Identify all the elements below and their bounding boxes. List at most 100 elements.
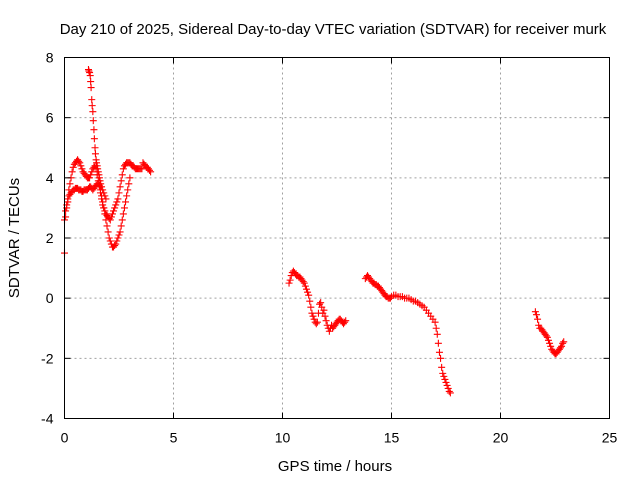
data-point	[95, 174, 103, 182]
data-point	[68, 168, 76, 176]
data-point	[64, 195, 72, 203]
data-point	[320, 306, 328, 314]
data-point	[112, 240, 120, 248]
y-tick-label: 2	[46, 230, 54, 246]
x-axis-label: GPS time / hours	[278, 458, 392, 475]
data-point	[114, 195, 122, 203]
data-point	[312, 320, 320, 328]
data-point	[542, 332, 550, 340]
data-point	[559, 339, 567, 347]
data-point	[88, 102, 96, 110]
data-point	[86, 174, 94, 182]
data-point	[325, 327, 333, 335]
data-point	[94, 165, 102, 173]
data-point	[85, 67, 93, 75]
data-point	[62, 207, 70, 215]
data-point	[66, 180, 74, 188]
y-tick-label: -4	[41, 411, 54, 427]
data-point	[114, 234, 122, 242]
data-point	[305, 291, 313, 299]
data-point	[102, 216, 110, 224]
data-point	[147, 168, 155, 176]
data-point	[113, 237, 121, 245]
data-point	[543, 333, 551, 341]
data-point	[87, 171, 95, 179]
data-point	[556, 344, 564, 352]
data-point	[306, 297, 314, 305]
data-point	[434, 339, 442, 347]
chart-title: Day 210 of 2025, Sidereal Day-to-day VTE…	[60, 21, 607, 38]
data-point	[126, 174, 134, 182]
data-point	[76, 159, 84, 167]
data-point	[86, 69, 94, 77]
data-point	[342, 317, 350, 325]
data-point	[124, 186, 132, 194]
data-point	[104, 228, 112, 236]
data-point	[322, 317, 330, 325]
data-point	[93, 159, 101, 167]
data-point	[87, 78, 95, 86]
data-point	[88, 96, 96, 104]
x-tick-label: 20	[493, 430, 509, 446]
data-point	[117, 222, 125, 230]
data-point	[123, 192, 131, 200]
data-point	[86, 72, 94, 80]
data-point	[122, 198, 130, 206]
data-point	[99, 186, 107, 194]
data-point	[437, 354, 445, 362]
data-point	[443, 381, 451, 389]
axis-ticks: 0 5 10 15 20 25 -4 -2 0 2 4 6 8	[41, 50, 617, 446]
data-point	[138, 165, 146, 173]
data-point	[439, 369, 447, 377]
data-point	[111, 242, 119, 250]
data-point	[445, 387, 453, 395]
data-point	[105, 234, 113, 242]
data-point	[119, 165, 127, 173]
data-point	[310, 315, 318, 323]
data-point	[285, 279, 293, 287]
y-tick-label: 6	[46, 110, 54, 126]
data-point	[433, 330, 441, 338]
data-point	[317, 299, 325, 307]
data-point	[100, 204, 108, 212]
data-point	[91, 150, 99, 158]
data-point	[546, 339, 554, 347]
series-segment-21-23h	[531, 308, 568, 358]
data-point	[438, 363, 446, 371]
data-point	[432, 324, 440, 332]
data-point	[113, 198, 121, 206]
y-tick-label: 8	[46, 50, 54, 66]
x-tick-label: 10	[275, 430, 291, 446]
data-point	[90, 135, 98, 143]
data-point	[299, 278, 307, 286]
data-point	[534, 315, 542, 323]
data-point	[386, 294, 394, 302]
data-point	[87, 84, 95, 92]
data-point	[69, 163, 77, 171]
data-point	[304, 288, 312, 296]
data-point	[442, 378, 450, 386]
data-point	[100, 189, 108, 197]
data-point	[558, 342, 566, 350]
data-point	[78, 165, 86, 173]
series-spike	[84, 66, 110, 203]
data-point	[547, 342, 555, 350]
x-tick-label: 0	[61, 430, 69, 446]
series-lower-track	[61, 174, 134, 251]
data-point	[544, 336, 552, 344]
data-point	[88, 168, 96, 176]
data-point	[101, 192, 109, 200]
data-points	[61, 66, 568, 397]
data-point	[321, 312, 329, 320]
data-point	[435, 348, 443, 356]
data-point	[116, 183, 124, 191]
data-point	[532, 311, 540, 319]
data-point	[96, 177, 104, 185]
data-point	[102, 195, 110, 203]
data-point	[302, 285, 310, 293]
data-point	[110, 207, 118, 215]
data-point	[111, 204, 119, 212]
data-point	[108, 210, 116, 218]
data-point	[101, 210, 109, 218]
